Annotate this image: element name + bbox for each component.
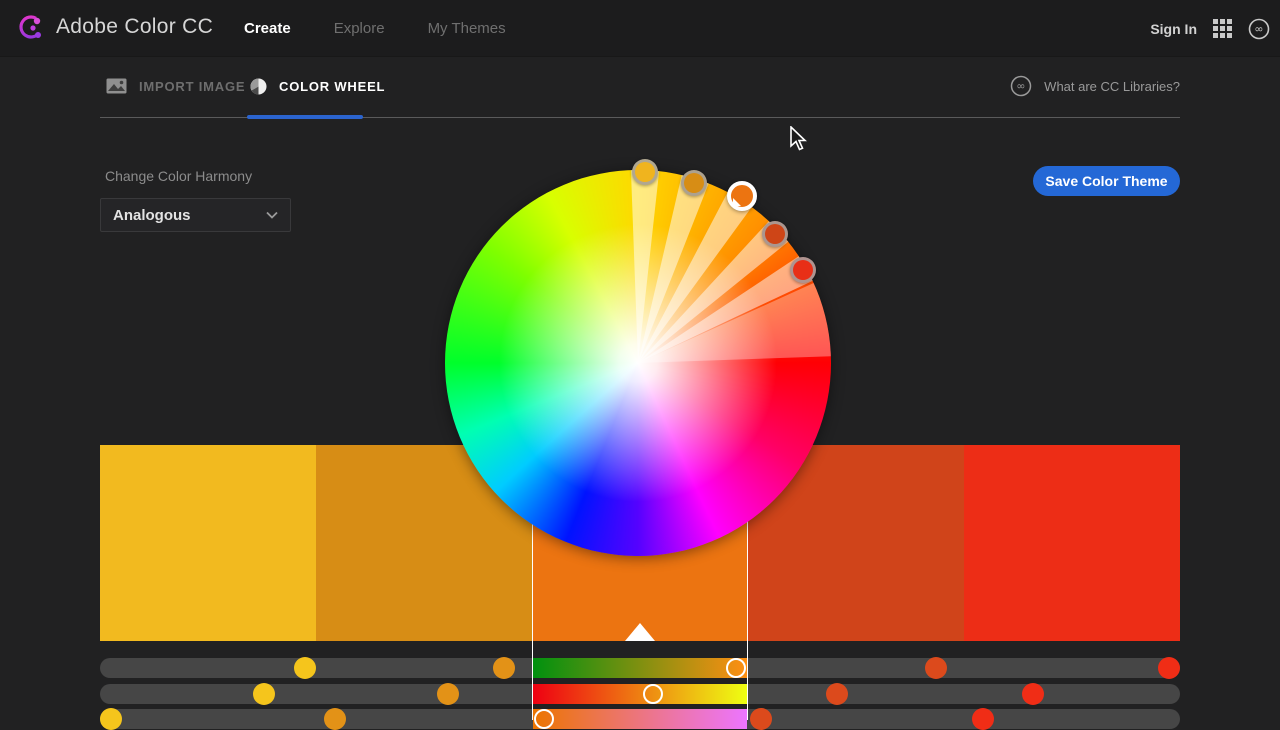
slider-dot-row2-col5[interactable] bbox=[1022, 683, 1045, 705]
selected-swatch-border-right bbox=[747, 445, 748, 720]
cc-libraries-label: What are CC Libraries? bbox=[1044, 78, 1180, 94]
creative-cloud-icon: ∞ bbox=[1010, 75, 1032, 97]
tab-color-wheel-label: COLOR WHEEL bbox=[279, 79, 386, 94]
slider-gradient-row-2[interactable] bbox=[533, 684, 747, 704]
swatch-1[interactable] bbox=[100, 445, 316, 641]
apps-grid-icon[interactable] bbox=[1213, 19, 1232, 38]
tab-color-wheel[interactable]: COLOR WHEEL bbox=[250, 78, 385, 95]
creative-cloud-icon[interactable]: ∞ bbox=[1248, 18, 1270, 40]
slider-gradient-row-3[interactable] bbox=[533, 709, 747, 729]
harmony-label: Change Color Harmony bbox=[105, 168, 253, 184]
slider-dot-row2-col1[interactable] bbox=[253, 683, 276, 705]
main-nav: Create Explore My Themes bbox=[244, 0, 506, 57]
wheel-handle-5[interactable] bbox=[790, 257, 816, 283]
selected-swatch-pointer bbox=[625, 623, 655, 641]
slider-handle-row-3[interactable] bbox=[533, 709, 554, 729]
header-right: Sign In ∞ bbox=[1150, 0, 1270, 57]
tool-tabbar: IMPORT IMAGE COLOR WHEEL ∞ What are CC L… bbox=[0, 58, 1280, 119]
harmony-dropdown[interactable]: Analogous bbox=[100, 198, 291, 232]
nav-my-themes[interactable]: My Themes bbox=[427, 20, 506, 37]
chevron-down-icon bbox=[266, 211, 278, 219]
app-header: Adobe Color CC Create Explore My Themes … bbox=[0, 0, 1280, 57]
nav-explore[interactable]: Explore bbox=[333, 20, 385, 37]
mouse-cursor bbox=[790, 126, 807, 151]
slider-dot-row1-col5[interactable] bbox=[1158, 657, 1181, 679]
slider-dot-row3-col4[interactable] bbox=[749, 708, 772, 730]
slider-dot-row1-col1[interactable] bbox=[294, 657, 317, 679]
adobe-color-logo-icon bbox=[19, 15, 43, 39]
swatch-5[interactable] bbox=[964, 445, 1180, 641]
color-wheel-icon bbox=[250, 78, 267, 95]
slider-dot-row3-col1[interactable] bbox=[99, 708, 122, 730]
selected-swatch-border-left bbox=[532, 445, 533, 720]
slider-gradient-row-1[interactable] bbox=[533, 658, 747, 678]
tab-divider bbox=[100, 117, 1180, 118]
svg-text:∞: ∞ bbox=[1254, 22, 1263, 35]
selected-handle-notch bbox=[733, 198, 741, 206]
image-icon bbox=[106, 78, 127, 94]
slider-handle-row-2[interactable] bbox=[642, 684, 663, 704]
svg-text:∞: ∞ bbox=[1017, 80, 1026, 93]
logo[interactable]: Adobe Color CC bbox=[16, 12, 213, 42]
nav-create[interactable]: Create bbox=[244, 20, 291, 37]
wheel-handle-4[interactable] bbox=[762, 221, 788, 247]
slider-dot-row2-col4[interactable] bbox=[825, 683, 848, 705]
sign-in-link[interactable]: Sign In bbox=[1150, 20, 1197, 37]
slider-handle-row-1[interactable] bbox=[726, 658, 747, 678]
harmony-selected-value: Analogous bbox=[113, 206, 191, 224]
wheel-handle-3-selected[interactable] bbox=[727, 181, 757, 211]
wheel-handle-2[interactable] bbox=[681, 170, 707, 196]
wheel-handle-1[interactable] bbox=[632, 159, 658, 185]
active-tab-underline bbox=[247, 115, 363, 119]
slider-dot-row1-col2[interactable] bbox=[492, 657, 515, 679]
slider-dot-row2-col2[interactable] bbox=[436, 683, 459, 705]
tab-import-image-label: IMPORT IMAGE bbox=[139, 78, 246, 94]
tab-import-image[interactable]: IMPORT IMAGE bbox=[106, 78, 245, 94]
cc-libraries-link[interactable]: ∞ What are CC Libraries? bbox=[1010, 75, 1180, 97]
app-title: Adobe Color CC bbox=[56, 15, 214, 38]
save-color-theme-button[interactable]: Save Color Theme bbox=[1033, 166, 1180, 196]
slider-dot-row1-col4[interactable] bbox=[924, 657, 947, 679]
